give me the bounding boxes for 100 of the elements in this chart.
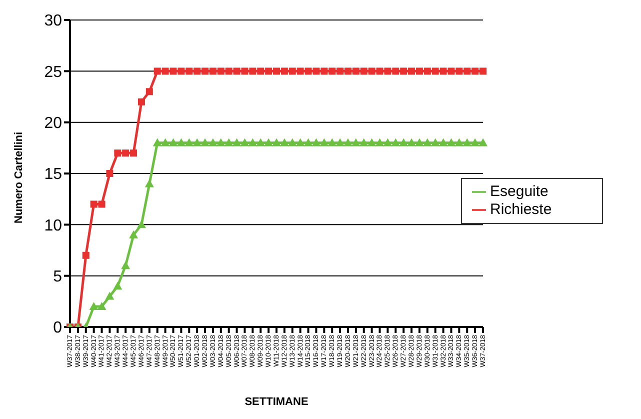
- point: [288, 138, 297, 146]
- y-tick-label: 0: [53, 320, 62, 337]
- point: [383, 138, 392, 146]
- point: [336, 68, 344, 75]
- point: [384, 68, 392, 75]
- point: [152, 138, 162, 146]
- point: [178, 68, 185, 75]
- y-tick-label: 15: [44, 166, 62, 184]
- point: [376, 68, 384, 75]
- point: [113, 282, 122, 290]
- point: [432, 68, 439, 75]
- point: [320, 138, 329, 146]
- point: [90, 200, 98, 208]
- point: [233, 68, 240, 75]
- legend-label: Richieste: [490, 201, 552, 218]
- point: [168, 138, 178, 146]
- point: [391, 138, 400, 146]
- point: [129, 230, 138, 238]
- point: [328, 138, 337, 146]
- point: [280, 68, 288, 75]
- point: [97, 302, 106, 310]
- point: [154, 68, 161, 75]
- point: [122, 150, 130, 157]
- point: [343, 138, 352, 146]
- point: [200, 138, 210, 146]
- point: [351, 138, 360, 146]
- point: [249, 68, 256, 75]
- point: [176, 138, 186, 146]
- point: [170, 68, 177, 75]
- point: [360, 68, 368, 75]
- legend-label: Eseguite: [490, 183, 548, 200]
- y-tick-label: 10: [44, 217, 62, 234]
- point: [462, 138, 472, 146]
- point: [144, 179, 154, 188]
- point: [454, 138, 464, 146]
- point: [257, 68, 264, 75]
- point: [241, 68, 248, 75]
- point: [256, 138, 266, 146]
- y-tick-label: 5: [53, 268, 62, 286]
- point: [224, 138, 234, 146]
- point: [208, 138, 218, 146]
- point: [352, 68, 360, 75]
- point: [480, 68, 486, 75]
- point: [430, 138, 440, 146]
- point: [232, 138, 242, 146]
- point: [414, 138, 424, 146]
- point: [304, 138, 313, 146]
- point: [288, 68, 296, 75]
- point: [106, 170, 114, 177]
- y-axis-title: Numero Cartellini: [12, 132, 25, 224]
- point: [408, 68, 416, 75]
- point: [82, 252, 90, 259]
- point: [400, 68, 408, 75]
- point: [216, 138, 226, 146]
- point: [422, 138, 432, 146]
- point: [312, 68, 320, 75]
- point: [296, 138, 305, 146]
- point: [312, 138, 321, 146]
- point: [240, 138, 250, 146]
- point: [416, 68, 423, 75]
- point: [424, 68, 431, 75]
- point: [296, 68, 304, 75]
- point: [392, 68, 400, 75]
- point: [146, 88, 153, 96]
- point: [194, 68, 201, 75]
- point: [367, 138, 376, 146]
- x-axis-title: SETTIMANE: [244, 396, 308, 408]
- point: [265, 68, 272, 75]
- point: [136, 220, 146, 228]
- point: [272, 138, 281, 146]
- point: [186, 68, 193, 75]
- point: [344, 68, 352, 75]
- point: [478, 138, 488, 146]
- point: [368, 68, 376, 75]
- point: [160, 138, 170, 146]
- point: [121, 261, 130, 270]
- point: [320, 68, 328, 75]
- point: [464, 68, 471, 75]
- point: [202, 68, 209, 75]
- point: [89, 302, 98, 310]
- point: [105, 292, 114, 300]
- point: [98, 200, 106, 208]
- point: [472, 68, 479, 75]
- point: [225, 68, 232, 75]
- point: [438, 138, 448, 146]
- point: [336, 138, 345, 146]
- point: [440, 68, 447, 75]
- point: [359, 138, 368, 146]
- point: [162, 68, 169, 75]
- point: [470, 138, 480, 146]
- point: [399, 138, 408, 146]
- point: [138, 98, 145, 106]
- point: [304, 68, 312, 75]
- point: [184, 138, 194, 146]
- point: [407, 138, 416, 146]
- point: [280, 138, 289, 146]
- point: [192, 138, 202, 146]
- point: [264, 138, 274, 146]
- point: [446, 138, 456, 146]
- y-tick-label: 30: [44, 12, 62, 30]
